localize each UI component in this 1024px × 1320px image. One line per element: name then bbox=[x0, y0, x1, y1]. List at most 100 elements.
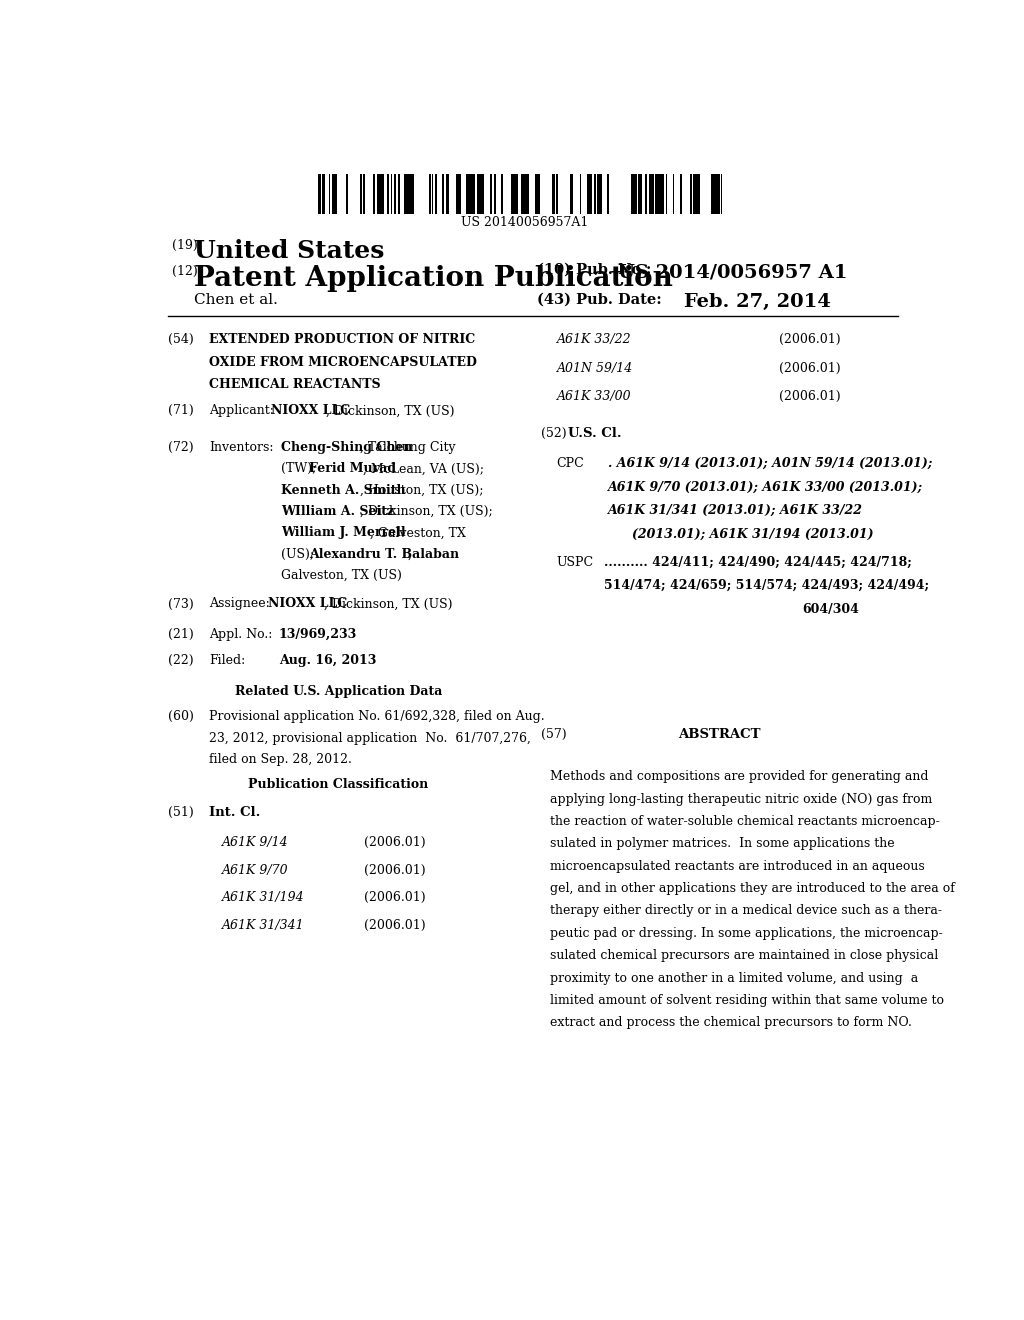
Bar bbox=[435, 174, 437, 214]
Text: Galveston, TX (US): Galveston, TX (US) bbox=[282, 569, 402, 582]
Text: Filed:: Filed: bbox=[209, 655, 245, 668]
Bar bbox=[552, 174, 555, 214]
Text: US 20140056957A1: US 20140056957A1 bbox=[461, 216, 589, 230]
Text: (2006.01): (2006.01) bbox=[365, 863, 426, 876]
Text: filed on Sep. 28, 2012.: filed on Sep. 28, 2012. bbox=[209, 752, 352, 766]
Text: OXIDE FROM MICROENCAPSULATED: OXIDE FROM MICROENCAPSULATED bbox=[209, 355, 477, 368]
Text: 604/304: 604/304 bbox=[803, 602, 859, 615]
Bar bbox=[470, 174, 475, 214]
Text: Patent Application Publication: Patent Application Publication bbox=[194, 265, 673, 292]
Bar bbox=[607, 174, 608, 214]
Text: (TW);: (TW); bbox=[282, 462, 321, 475]
Text: Related U.S. Application Data: Related U.S. Application Data bbox=[234, 685, 442, 698]
Text: (US);: (US); bbox=[282, 548, 318, 561]
Bar bbox=[635, 174, 637, 214]
Text: 514/474; 424/659; 514/574; 424/493; 424/494;: 514/474; 424/659; 514/574; 424/493; 424/… bbox=[604, 579, 930, 593]
Text: Provisional application No. 61/692,328, filed on Aug.: Provisional application No. 61/692,328, … bbox=[209, 710, 545, 723]
Bar bbox=[580, 174, 582, 214]
Bar bbox=[556, 174, 558, 214]
Text: extract and process the chemical precursors to form NO.: extract and process the chemical precurs… bbox=[550, 1016, 912, 1030]
Text: A61K 31/341: A61K 31/341 bbox=[221, 919, 304, 932]
Text: , Dickinson, TX (US): , Dickinson, TX (US) bbox=[324, 598, 453, 610]
Bar bbox=[666, 174, 668, 214]
Text: (2006.01): (2006.01) bbox=[779, 362, 841, 375]
Text: (21): (21) bbox=[168, 628, 194, 642]
Text: (2006.01): (2006.01) bbox=[365, 891, 426, 904]
Text: applying long-lasting therapeutic nitric oxide (NO) gas from: applying long-lasting therapeutic nitric… bbox=[550, 792, 933, 805]
Bar bbox=[690, 174, 692, 214]
Text: Cheng-Shing Chen: Cheng-Shing Chen bbox=[282, 441, 413, 454]
Text: NIOXX LLC: NIOXX LLC bbox=[270, 404, 350, 417]
Bar bbox=[514, 174, 518, 214]
Text: A61K 33/00: A61K 33/00 bbox=[557, 391, 631, 403]
Text: , Houston, TX (US);: , Houston, TX (US); bbox=[359, 483, 483, 496]
Text: Kenneth A. Smith: Kenneth A. Smith bbox=[282, 483, 406, 496]
Text: ,: , bbox=[408, 548, 411, 561]
Text: Methods and compositions are provided for generating and: Methods and compositions are provided fo… bbox=[550, 771, 929, 783]
Bar bbox=[322, 174, 326, 214]
Text: sulated chemical precursors are maintained in close physical: sulated chemical precursors are maintain… bbox=[550, 949, 938, 962]
Bar bbox=[412, 174, 414, 214]
Text: US 2014/0056957 A1: US 2014/0056957 A1 bbox=[618, 263, 848, 281]
Text: A01N 59/14: A01N 59/14 bbox=[557, 362, 633, 375]
Bar bbox=[714, 174, 718, 214]
Bar bbox=[494, 174, 496, 214]
Bar bbox=[442, 174, 443, 214]
Bar bbox=[387, 174, 389, 214]
Text: , Galveston, TX: , Galveston, TX bbox=[370, 527, 466, 540]
Text: peutic pad or dressing. In some applications, the microencap-: peutic pad or dressing. In some applicat… bbox=[550, 927, 943, 940]
Bar bbox=[377, 174, 384, 214]
Bar bbox=[404, 174, 412, 214]
Bar bbox=[456, 174, 461, 214]
Text: A61K 33/22: A61K 33/22 bbox=[557, 333, 631, 346]
Text: (22): (22) bbox=[168, 655, 194, 668]
Bar bbox=[600, 174, 602, 214]
Text: Ferid Murad: Ferid Murad bbox=[309, 462, 396, 475]
Bar bbox=[655, 174, 658, 214]
Text: , McLean, VA (US);: , McLean, VA (US); bbox=[362, 462, 484, 475]
Text: (43) Pub. Date:: (43) Pub. Date: bbox=[537, 293, 662, 306]
Text: gel, and in other applications they are introduced to the area of: gel, and in other applications they are … bbox=[550, 882, 955, 895]
Bar bbox=[391, 174, 392, 214]
Text: (2006.01): (2006.01) bbox=[779, 391, 841, 403]
Bar bbox=[359, 174, 362, 214]
Bar bbox=[638, 174, 642, 214]
Text: Alexandru T. Balaban: Alexandru T. Balaban bbox=[309, 548, 459, 561]
Text: , Dickinson, TX (US): , Dickinson, TX (US) bbox=[327, 404, 455, 417]
Bar bbox=[511, 174, 516, 214]
Text: (52): (52) bbox=[541, 426, 566, 440]
Text: (72): (72) bbox=[168, 441, 194, 454]
Bar bbox=[658, 174, 665, 214]
Bar bbox=[590, 174, 592, 214]
Bar bbox=[645, 174, 646, 214]
Bar bbox=[332, 174, 336, 214]
Text: United States: United States bbox=[194, 239, 384, 263]
Bar bbox=[336, 174, 337, 214]
Bar bbox=[569, 174, 573, 214]
Bar bbox=[718, 174, 720, 214]
Text: (10) Pub. No.:: (10) Pub. No.: bbox=[537, 263, 651, 277]
Bar bbox=[490, 174, 492, 214]
Text: Publication Classification: Publication Classification bbox=[248, 779, 428, 792]
Text: limited amount of solvent residing within that same volume to: limited amount of solvent residing withi… bbox=[550, 994, 944, 1007]
Text: Chen et al.: Chen et al. bbox=[194, 293, 278, 306]
Bar bbox=[408, 174, 413, 214]
Text: ABSTRACT: ABSTRACT bbox=[678, 727, 761, 741]
Text: A61K 9/14: A61K 9/14 bbox=[221, 837, 289, 849]
Text: USPC: USPC bbox=[557, 556, 594, 569]
Text: (60): (60) bbox=[168, 710, 194, 723]
Text: A61K 31/341 (2013.01); A61K 33/22: A61K 31/341 (2013.01); A61K 33/22 bbox=[608, 504, 863, 517]
Text: , Taichung City: , Taichung City bbox=[359, 441, 456, 454]
Text: CPC: CPC bbox=[557, 457, 585, 470]
Bar bbox=[680, 174, 682, 214]
Bar bbox=[536, 174, 540, 214]
Bar bbox=[397, 174, 399, 214]
Text: Int. Cl.: Int. Cl. bbox=[209, 805, 260, 818]
Bar bbox=[480, 174, 484, 214]
Bar bbox=[428, 174, 430, 214]
Bar bbox=[501, 174, 504, 214]
Bar bbox=[346, 174, 348, 214]
Bar bbox=[587, 174, 590, 214]
Text: A61K 31/194: A61K 31/194 bbox=[221, 891, 304, 904]
Text: Assignee:: Assignee: bbox=[209, 598, 269, 610]
